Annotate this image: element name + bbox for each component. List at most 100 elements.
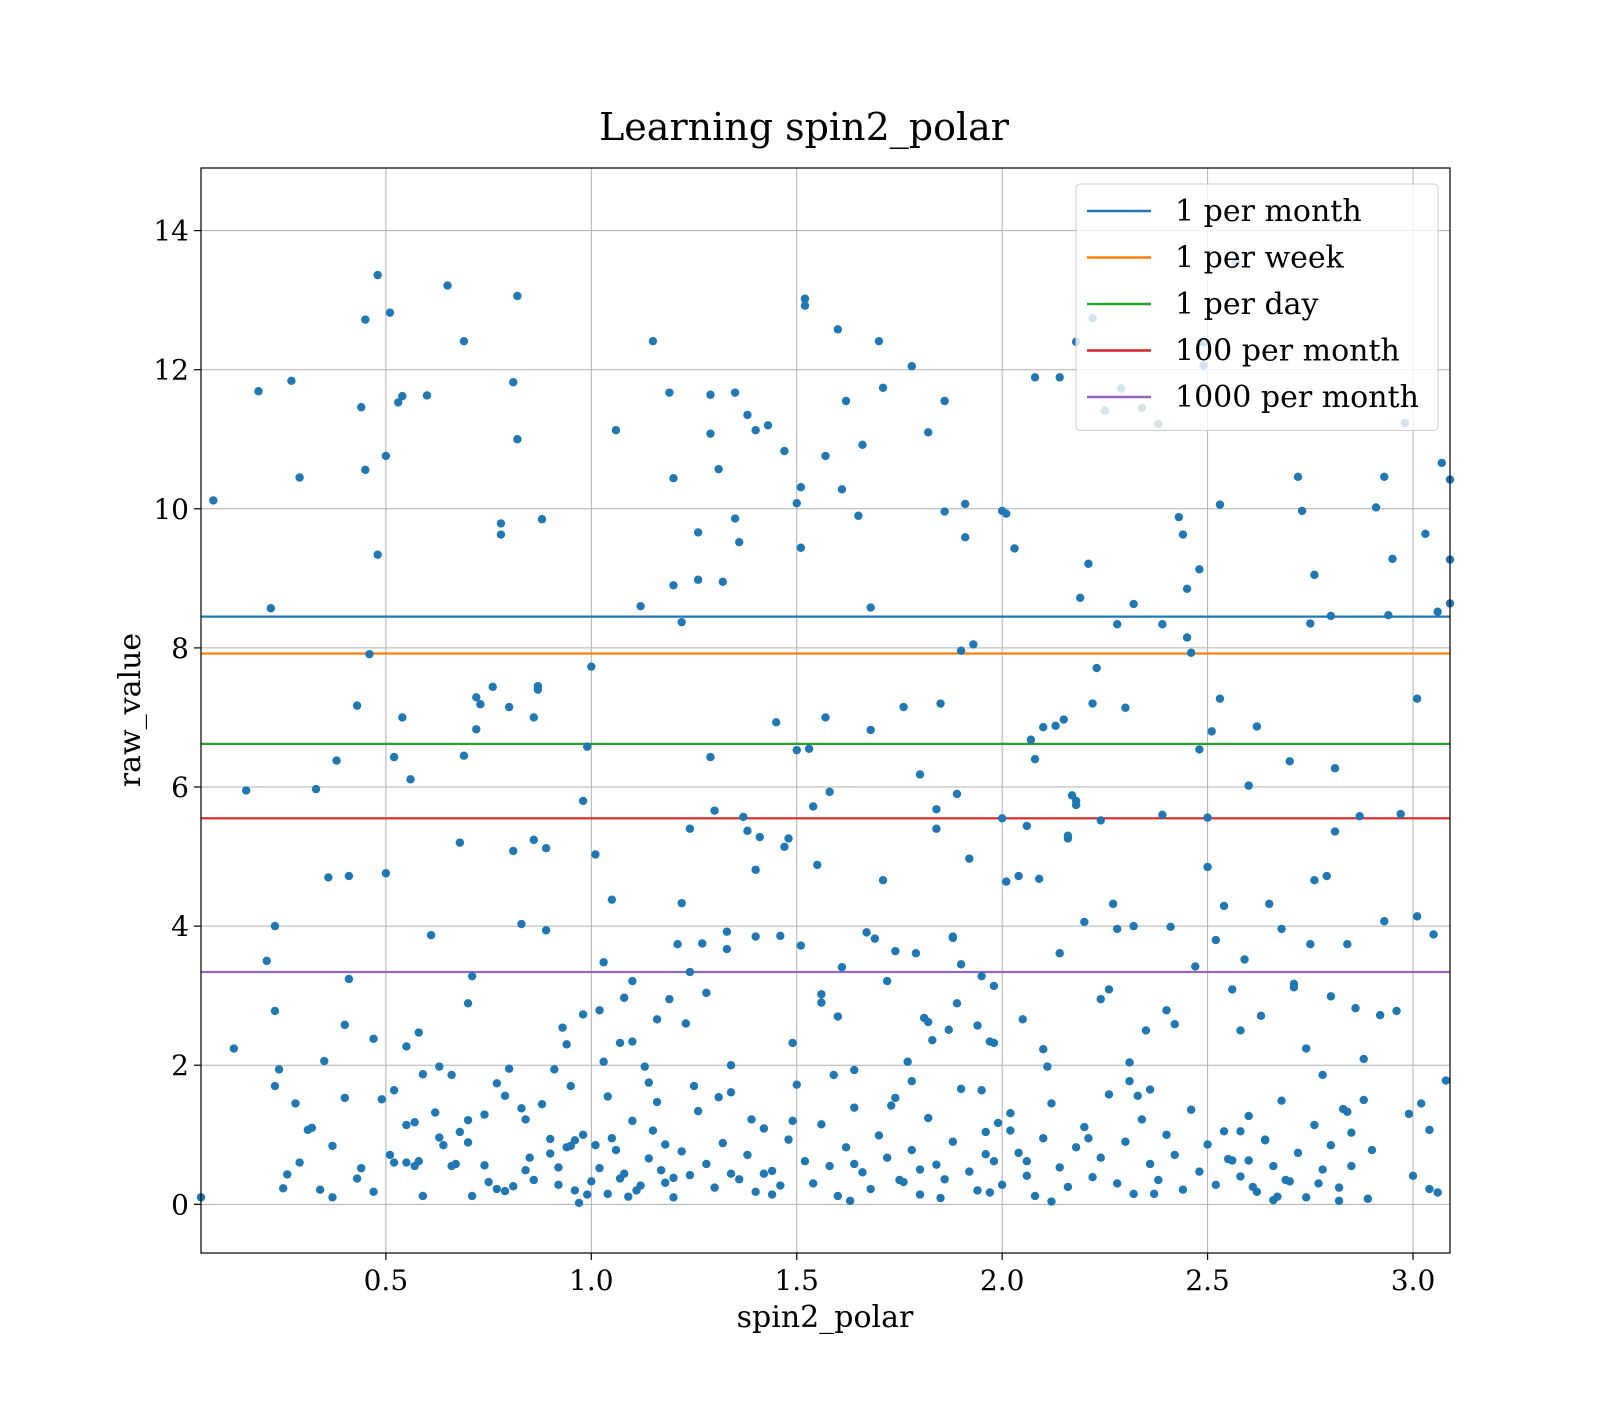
data-point [854,511,863,520]
data-point [948,933,958,943]
data-point [266,604,276,613]
data-point [681,1019,691,1028]
data-point [344,974,354,984]
data-point [587,662,596,671]
data-point [1240,955,1249,964]
data-point [1137,1115,1147,1124]
data-point [956,1084,966,1094]
data-point [459,336,469,346]
data-point [899,702,908,712]
y-tick-label: 8 [171,632,189,665]
data-point [209,496,218,505]
data-point [677,1147,686,1156]
data-point [1149,1189,1159,1199]
data-point [607,895,617,904]
data-point [599,958,608,967]
data-point [1174,512,1184,522]
data-point [1084,1134,1093,1143]
data-point [850,1103,859,1112]
data-point [784,1135,793,1144]
data-point [1043,1062,1052,1071]
data-point [1302,1044,1311,1053]
data-point [611,1145,621,1155]
data-point [1096,994,1105,1004]
data-point [467,971,477,981]
data-point [837,485,847,494]
data-point [1154,1175,1163,1185]
data-point [369,1187,378,1196]
data-point [270,1006,280,1016]
data-point [825,787,834,797]
data-point [1219,1127,1229,1136]
data-point [1228,1156,1237,1165]
data-point [1030,754,1040,764]
data-point [426,930,436,940]
data-point [1162,1006,1171,1015]
y-tick-label: 14 [153,215,189,248]
data-point [726,1061,736,1070]
data-point [578,1010,588,1019]
data-point [800,301,810,310]
data-point [829,1070,838,1080]
data-point [1071,1143,1081,1152]
data-point [1260,1136,1270,1145]
data-point [932,1160,941,1169]
x-tick-label: 2.0 [980,1264,1025,1297]
data-point [652,1015,662,1024]
data-point [1273,1192,1282,1201]
data-point [521,1115,530,1124]
y-tick-label: 0 [171,1188,189,1221]
data-point [1293,472,1303,482]
data-point [903,1057,912,1066]
data-point [891,946,900,956]
data-point [763,421,773,430]
data-point [866,725,875,735]
data-point [591,850,600,859]
data-point [451,1159,460,1169]
data-point [455,1127,465,1137]
data-point [1363,1194,1373,1203]
data-point [977,971,986,981]
data-point [1039,1045,1048,1054]
data-point [1113,924,1122,934]
data-point [320,1056,329,1066]
data-point [488,682,497,692]
data-point [1330,827,1340,836]
data-point [776,1181,785,1190]
data-point [517,919,526,929]
data-point [1359,1054,1368,1064]
data-point [628,976,637,986]
data-point [891,1093,900,1103]
data-point [936,1193,945,1203]
data-point [1244,1156,1253,1165]
y-axis-label: raw_value [113,633,148,787]
data-point [825,1161,834,1171]
data-point [796,543,806,552]
data-point [924,1113,933,1123]
data-point [804,744,814,753]
data-point [665,388,674,397]
data-point [845,1196,855,1206]
data-point [850,1159,859,1169]
data-point [936,699,945,708]
data-point [710,1183,719,1192]
data-point [414,1156,423,1166]
data-point [599,1057,608,1066]
data-point [402,1042,411,1051]
data-point [1441,1076,1451,1085]
data-point [517,1104,526,1113]
data-point [583,742,592,751]
data-point [636,601,645,611]
data-point [1026,735,1036,744]
data-point [389,1086,399,1095]
data-point [1055,1163,1064,1172]
data-point [611,426,621,435]
data-point [1186,1105,1196,1114]
data-point [648,336,658,346]
data-point [718,577,727,587]
data-point [1330,764,1340,773]
data-point [361,315,370,324]
data-point [1252,1187,1262,1196]
data-point [1322,871,1331,881]
data-point [463,1115,473,1125]
